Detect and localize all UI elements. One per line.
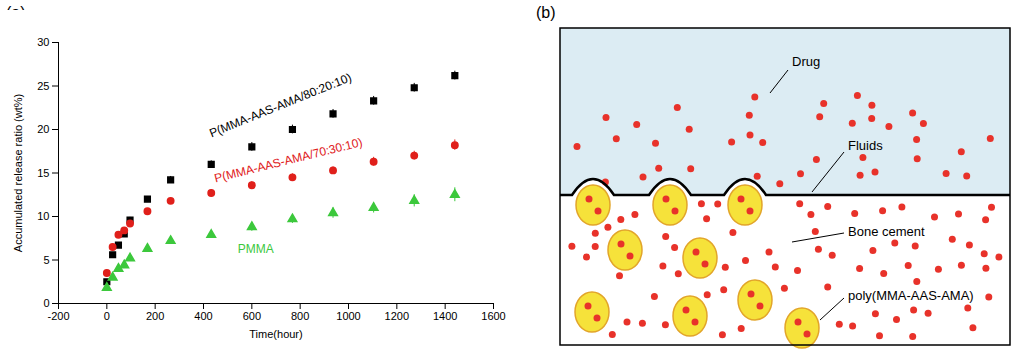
svg-text:1200: 1200	[385, 310, 409, 322]
svg-text:400: 400	[194, 310, 212, 322]
svg-text:20: 20	[37, 123, 49, 135]
svg-text:30: 30	[37, 36, 49, 48]
svg-text:800: 800	[291, 310, 309, 322]
svg-text:200: 200	[146, 310, 164, 322]
html-text:(a): (a)	[6, 4, 26, 21]
svg-text:15: 15	[37, 167, 49, 179]
svg-text:10: 10	[37, 210, 49, 222]
svg-text:5: 5	[43, 254, 49, 266]
svg-text:Bone cement: Bone cement	[848, 224, 925, 239]
svg-text:P(MMA-AAS-AMA/70:30:10): P(MMA-AAS-AMA/70:30:10)	[213, 135, 364, 185]
svg-text:poly(MMA-AAS-AMA): poly(MMA-AAS-AMA)	[848, 288, 974, 303]
svg-text:Accumulated release ratio (wt%: Accumulated release ratio (wt%)	[12, 94, 24, 252]
html-text:(b): (b)	[536, 4, 556, 21]
svg-text:25: 25	[37, 80, 49, 92]
svg-text:1600: 1600	[481, 310, 505, 322]
svg-text:-200: -200	[47, 310, 69, 322]
svg-text:Drug: Drug	[792, 54, 820, 69]
svg-text:PMMA: PMMA	[238, 242, 274, 256]
svg-text:0: 0	[43, 297, 49, 309]
svg-text:Time(hour): Time(hour)	[249, 328, 302, 340]
svg-text:1400: 1400	[433, 310, 457, 322]
svg-text:P(MMA-AAS-AMA/80:20:10): P(MMA-AAS-AMA/80:20:10)	[207, 70, 353, 140]
svg-text:1000: 1000	[336, 310, 360, 322]
svg-text:600: 600	[243, 310, 261, 322]
svg-text:0: 0	[104, 310, 110, 322]
svg-text:Fluids: Fluids	[848, 138, 883, 153]
